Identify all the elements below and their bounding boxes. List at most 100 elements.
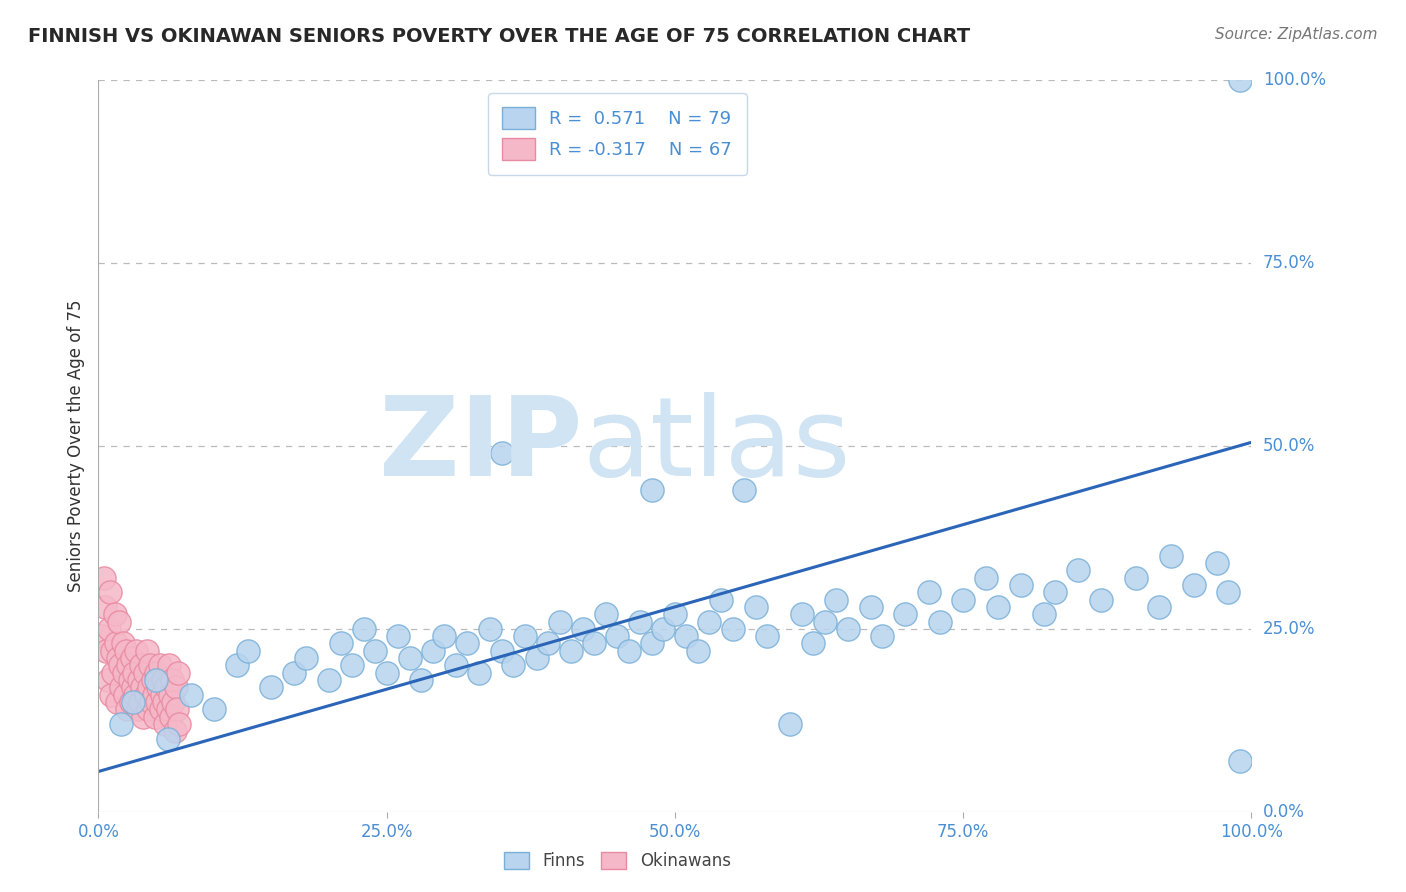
Point xyxy=(157,658,180,673)
Point xyxy=(1160,549,1182,563)
Point xyxy=(398,651,420,665)
Point xyxy=(513,629,536,643)
Text: 0.0%: 0.0% xyxy=(1263,803,1305,821)
Point xyxy=(537,636,560,650)
Point xyxy=(149,702,172,716)
Point xyxy=(103,607,125,622)
Point xyxy=(1229,73,1251,87)
Point xyxy=(110,681,132,695)
Point xyxy=(1182,578,1205,592)
Point xyxy=(142,673,165,687)
Point xyxy=(340,658,363,673)
Point xyxy=(686,644,709,658)
Point xyxy=(155,717,177,731)
Point xyxy=(142,688,165,702)
Point xyxy=(112,665,135,680)
Point xyxy=(628,615,651,629)
Point xyxy=(180,688,202,702)
Point xyxy=(721,622,744,636)
Point xyxy=(97,673,120,687)
Point xyxy=(571,622,593,636)
Point xyxy=(375,665,398,680)
Point xyxy=(100,688,122,702)
Text: Source: ZipAtlas.com: Source: ZipAtlas.com xyxy=(1215,27,1378,42)
Point xyxy=(124,688,146,702)
Point xyxy=(165,681,187,695)
Point xyxy=(108,615,131,629)
Point xyxy=(104,636,127,650)
Point xyxy=(128,673,150,687)
Point xyxy=(143,709,166,723)
Point xyxy=(110,717,132,731)
Point xyxy=(872,629,894,643)
Point xyxy=(93,571,115,585)
Point xyxy=(411,673,433,687)
Point xyxy=(145,665,167,680)
Point xyxy=(733,483,755,497)
Point xyxy=(163,724,186,739)
Point xyxy=(859,599,882,614)
Text: 100.0%: 100.0% xyxy=(1263,71,1326,89)
Point xyxy=(160,673,183,687)
Point xyxy=(652,622,675,636)
Point xyxy=(110,658,132,673)
Point xyxy=(260,681,283,695)
Point xyxy=(779,717,801,731)
Point xyxy=(115,644,138,658)
Point xyxy=(583,636,606,650)
Point xyxy=(756,629,779,643)
Point xyxy=(744,599,766,614)
Point xyxy=(166,702,188,716)
Point xyxy=(153,695,176,709)
Point xyxy=(617,644,640,658)
Point xyxy=(105,695,128,709)
Point xyxy=(117,702,138,716)
Point xyxy=(491,644,513,658)
Point xyxy=(202,702,225,716)
Point xyxy=(132,709,155,723)
Point xyxy=(139,658,162,673)
Point xyxy=(159,688,181,702)
Point xyxy=(127,702,149,716)
Point xyxy=(134,665,156,680)
Point xyxy=(548,615,571,629)
Point xyxy=(114,688,136,702)
Point xyxy=(156,702,179,716)
Point xyxy=(138,681,160,695)
Point xyxy=(664,607,686,622)
Point xyxy=(641,483,664,497)
Point xyxy=(1067,563,1090,577)
Point xyxy=(974,571,997,585)
Point xyxy=(790,607,813,622)
Point xyxy=(125,644,148,658)
Point xyxy=(295,651,318,665)
Point xyxy=(353,622,375,636)
Point xyxy=(422,644,444,658)
Point xyxy=(917,585,939,599)
Point xyxy=(595,607,617,622)
Point xyxy=(162,695,184,709)
Y-axis label: Seniors Poverty Over the Age of 75: Seniors Poverty Over the Age of 75 xyxy=(67,300,86,592)
Text: atlas: atlas xyxy=(582,392,851,500)
Text: 75.0%: 75.0% xyxy=(1263,254,1315,272)
Point xyxy=(1147,599,1170,614)
Point xyxy=(699,615,721,629)
Point xyxy=(468,665,491,680)
Text: ZIP: ZIP xyxy=(380,392,582,500)
Point xyxy=(387,629,409,643)
Point xyxy=(122,681,145,695)
Point xyxy=(122,695,145,709)
Point xyxy=(1032,607,1054,622)
Point xyxy=(606,629,628,643)
Point xyxy=(167,717,190,731)
Point xyxy=(710,592,733,607)
Point xyxy=(837,622,859,636)
Point xyxy=(98,585,121,599)
Point xyxy=(122,665,145,680)
Point xyxy=(156,731,179,746)
Point xyxy=(444,658,467,673)
Point xyxy=(120,695,142,709)
Point xyxy=(801,636,824,650)
Point xyxy=(364,644,387,658)
Point xyxy=(103,665,125,680)
